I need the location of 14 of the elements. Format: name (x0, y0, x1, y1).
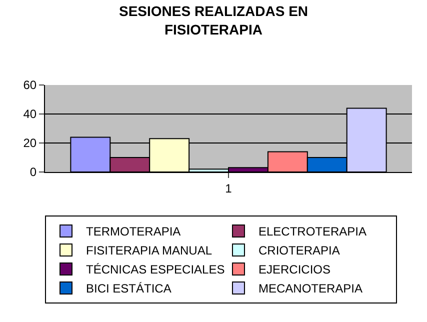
y-tick-label: 40 (23, 107, 37, 122)
chart-title: SESIONES REALIZADAS EN FISIOTERAPIA (118, 3, 308, 38)
x-tick-label: 1 (225, 181, 232, 196)
y-tick-label: 60 (23, 78, 37, 92)
legend-label: CRIOTERAPIA (258, 244, 340, 258)
y-tick-label: 0 (30, 165, 37, 180)
legend-label: EJERCICIOS (258, 262, 331, 277)
legend-label: BICI ESTÁTICA (86, 282, 172, 296)
legend-label: FISITERAPIA MANUAL (86, 244, 212, 258)
legend-label: ELECTROTERAPIA (258, 224, 367, 239)
legend-label: MECANOTERAPIA (258, 282, 363, 296)
y-tick-label: 20 (23, 136, 37, 150)
legend-label: TERMOTERAPIA (86, 224, 181, 239)
legend-label: TÉCNICAS ESPECIALES (86, 262, 225, 277)
